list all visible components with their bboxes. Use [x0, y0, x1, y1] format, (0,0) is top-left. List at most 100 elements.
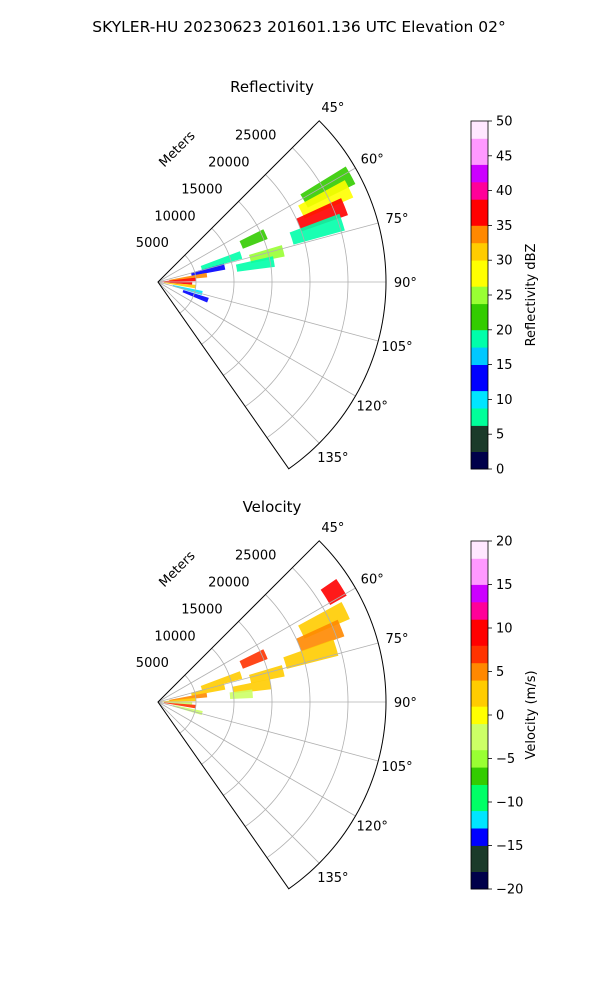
range-ring: [179, 674, 197, 734]
azimuth-spoke: [157, 167, 356, 283]
colorbar-swatch: [471, 584, 488, 594]
echo-cell: [239, 229, 268, 249]
colorbar-swatch: [471, 697, 488, 707]
colorbar-swatch: [471, 558, 488, 568]
colorbar-swatch: [471, 767, 488, 777]
colorbar-swatch: [471, 303, 488, 313]
azimuth-tick-label: 60°: [361, 572, 384, 587]
echo-cell: [296, 198, 348, 232]
range-ring: [223, 621, 273, 796]
azimuth-spoke: [157, 701, 379, 762]
colorbar-swatch: [471, 451, 488, 461]
colorbar-swatch: [471, 164, 488, 174]
echo-cell: [249, 665, 285, 684]
colorbar-swatch: [471, 758, 488, 768]
colorbar-swatch: [471, 741, 488, 751]
colorbar-swatch: [471, 268, 488, 278]
colorbar-swatch: [471, 680, 488, 690]
colorbar-tick-label: −20: [496, 883, 523, 898]
echo-cell: [298, 180, 354, 219]
range-ring: [266, 147, 349, 438]
radial-tick-label: 25000: [235, 549, 276, 564]
azimuth-spoke: [157, 281, 356, 397]
colorbar-swatch: [471, 460, 488, 470]
colorbar-tick-label: 10: [496, 393, 513, 408]
colorbar-swatch: [471, 723, 488, 733]
radial-tick-label: 15000: [181, 182, 222, 197]
radial-tick-label: 10000: [154, 629, 195, 644]
colorbar-swatch: [471, 636, 488, 646]
echo-cell: [296, 619, 345, 652]
echo-cell: [169, 272, 208, 281]
colorbar-swatch: [471, 810, 488, 820]
range-ring: [201, 647, 235, 765]
colorbar-swatch: [471, 251, 488, 261]
azimuth-tick-label: 75°: [385, 212, 408, 227]
radial-tick-label: 5000: [136, 236, 169, 251]
colorbar-swatch: [471, 425, 488, 435]
colorbar-swatch: [471, 854, 488, 864]
range-ring: [201, 227, 235, 345]
colorbar-swatch: [471, 880, 488, 890]
range-ring: [244, 174, 311, 407]
colorbar-swatch: [471, 593, 488, 603]
colorbar-tick-label: 45: [496, 149, 513, 164]
azimuth-spoke: [157, 587, 356, 703]
azimuth-spoke: [157, 222, 379, 283]
colorbar-swatch: [471, 567, 488, 577]
colorbar-swatch: [471, 706, 488, 716]
colorbar-swatch: [471, 147, 488, 157]
colorbar-swatch: [471, 715, 488, 725]
colorbar-tick-label: 25: [496, 289, 513, 304]
azimuth-tick-label: 90°: [394, 276, 417, 291]
colorbar-swatch: [471, 208, 488, 218]
colorbar-swatch: [471, 173, 488, 183]
azimuth-spoke: [157, 701, 320, 864]
colorbar-swatch: [471, 286, 488, 296]
echo-layer: [161, 166, 356, 303]
colorbar-tick-label: 40: [496, 184, 513, 199]
azimuth-tick-label: 120°: [357, 820, 388, 835]
echo-cell: [298, 601, 350, 639]
colorbar-swatch: [471, 442, 488, 452]
colorbar-tick-label: 20: [496, 323, 513, 338]
azimuth-spoke: [157, 701, 356, 817]
colorbar-swatch: [471, 749, 488, 759]
range-ring: [179, 254, 197, 314]
colorbar-label: Reflectivity dBZ: [524, 244, 539, 347]
colorbar-tick-label: −5: [496, 752, 515, 767]
colorbar-swatch: [471, 155, 488, 165]
colorbar-tick-label: 15: [496, 578, 513, 593]
azimuth-tick-label: 120°: [357, 400, 388, 415]
colorbar-swatch: [471, 610, 488, 620]
colorbar-swatch: [471, 329, 488, 339]
colorbar-swatch: [471, 836, 488, 846]
colorbar-swatch: [471, 408, 488, 418]
echo-cell: [169, 692, 208, 701]
colorbar-tick-label: 5: [496, 665, 504, 680]
colorbar-tick-label: 15: [496, 358, 513, 373]
panel-title: Reflectivity: [230, 78, 314, 96]
colorbar-swatch: [471, 138, 488, 148]
colorbar-swatch: [471, 732, 488, 742]
echo-cell: [232, 679, 272, 694]
colorbar-swatch: [471, 373, 488, 383]
figure-title: SKYLER-HU 20230623 201601.136 UTC Elevat…: [92, 18, 506, 36]
colorbar-swatch: [471, 862, 488, 872]
echo-cell: [200, 251, 243, 270]
velocity-panel: Velocity 45° 60° 75° 90° 105° 120° 135° 5000 1000…: [136, 498, 539, 898]
colorbar-swatch: [471, 601, 488, 611]
colorbar-swatch: [471, 793, 488, 803]
echo-cell: [249, 245, 285, 264]
colorbar-swatch: [471, 121, 488, 131]
echo-cell: [200, 671, 243, 690]
colorbar-swatch: [471, 242, 488, 252]
colorbar-swatch: [471, 338, 488, 348]
colorbar-swatch: [471, 671, 488, 681]
sector-outline: [157, 540, 387, 890]
colorbar-swatch: [471, 199, 488, 209]
range-ring: [244, 594, 311, 827]
azimuth-spoke: [157, 642, 379, 703]
radial-axis-label: Meters: [157, 128, 199, 170]
